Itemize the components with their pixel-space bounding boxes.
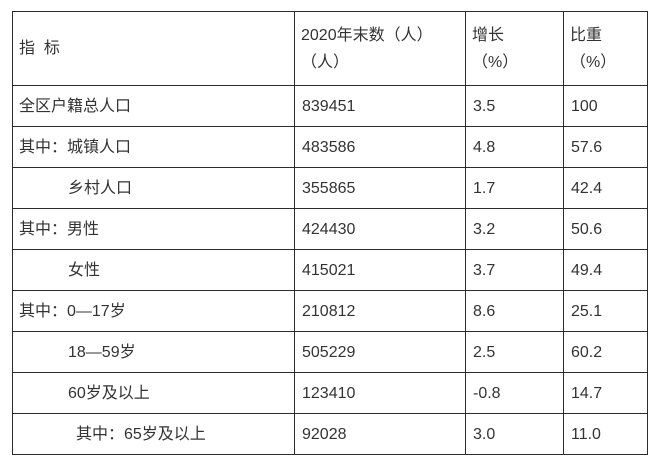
row-value: 483586 bbox=[294, 126, 466, 168]
table-row-age-60-plus: 60岁及以上 123410 -0.8 14.7 bbox=[12, 372, 648, 414]
row-growth: 3.0 bbox=[465, 413, 564, 455]
row-share: 11.0 bbox=[563, 413, 648, 455]
row-value: 210812 bbox=[294, 290, 466, 332]
row-share: 14.7 bbox=[563, 372, 648, 414]
row-growth: 4.8 bbox=[465, 126, 564, 168]
row-share: 49.4 bbox=[563, 249, 648, 291]
row-label: 18—59岁 bbox=[12, 331, 295, 373]
table-row-age-18-59: 18—59岁 505229 2.5 60.2 bbox=[12, 331, 648, 373]
row-value: 355865 bbox=[294, 167, 466, 209]
header-share-percent: 比重 （%） bbox=[563, 11, 648, 86]
row-share: 60.2 bbox=[563, 331, 648, 373]
header-year-end-count: 2020年末数（人） （人） bbox=[294, 11, 466, 86]
row-growth: 8.6 bbox=[465, 290, 564, 332]
row-share: 25.1 bbox=[563, 290, 648, 332]
row-label: 其中：城镇人口 bbox=[12, 126, 295, 168]
row-value: 92028 bbox=[294, 413, 466, 455]
header-growth-percent: 增长 （%） bbox=[465, 11, 564, 86]
row-growth: 2.5 bbox=[465, 331, 564, 373]
population-statistics-table: 指 标 2020年末数（人） （人） 增长 （%） 比重 （%） 全区户籍总人口… bbox=[12, 11, 648, 455]
table-row-rural-population: 乡村人口 355865 1.7 42.4 bbox=[12, 167, 648, 209]
row-share: 100 bbox=[563, 85, 648, 127]
row-growth: 3.5 bbox=[465, 85, 564, 127]
row-value: 123410 bbox=[294, 372, 466, 414]
table-row-female: 女性 415021 3.7 49.4 bbox=[12, 249, 648, 291]
header-indicator: 指 标 bbox=[12, 11, 295, 86]
row-label: 其中：0—17岁 bbox=[12, 290, 295, 332]
row-share: 42.4 bbox=[563, 167, 648, 209]
row-value: 839451 bbox=[294, 85, 466, 127]
row-share: 50.6 bbox=[563, 208, 648, 250]
row-share: 57.6 bbox=[563, 126, 648, 168]
header-row: 指 标 2020年末数（人） （人） 增长 （%） 比重 （%） bbox=[12, 11, 648, 86]
row-value: 505229 bbox=[294, 331, 466, 373]
row-label: 60岁及以上 bbox=[12, 372, 295, 414]
table-row-urban-population: 其中：城镇人口 483586 4.8 57.6 bbox=[12, 126, 648, 168]
row-label: 其中：65岁及以上 bbox=[12, 413, 295, 455]
row-label: 女性 bbox=[12, 249, 295, 291]
row-label: 全区户籍总人口 bbox=[12, 85, 295, 127]
row-label: 其中：男性 bbox=[12, 208, 295, 250]
row-growth: -0.8 bbox=[465, 372, 564, 414]
row-growth: 3.2 bbox=[465, 208, 564, 250]
table-row-male: 其中：男性 424430 3.2 50.6 bbox=[12, 208, 648, 250]
table-row-age-65-plus: 其中：65岁及以上 92028 3.0 11.0 bbox=[12, 413, 648, 455]
row-value: 424430 bbox=[294, 208, 466, 250]
table-row-total-population: 全区户籍总人口 839451 3.5 100 bbox=[12, 85, 648, 127]
row-label: 乡村人口 bbox=[12, 167, 295, 209]
table-row-age-0-17: 其中：0—17岁 210812 8.6 25.1 bbox=[12, 290, 648, 332]
row-growth: 1.7 bbox=[465, 167, 564, 209]
row-growth: 3.7 bbox=[465, 249, 564, 291]
row-value: 415021 bbox=[294, 249, 466, 291]
